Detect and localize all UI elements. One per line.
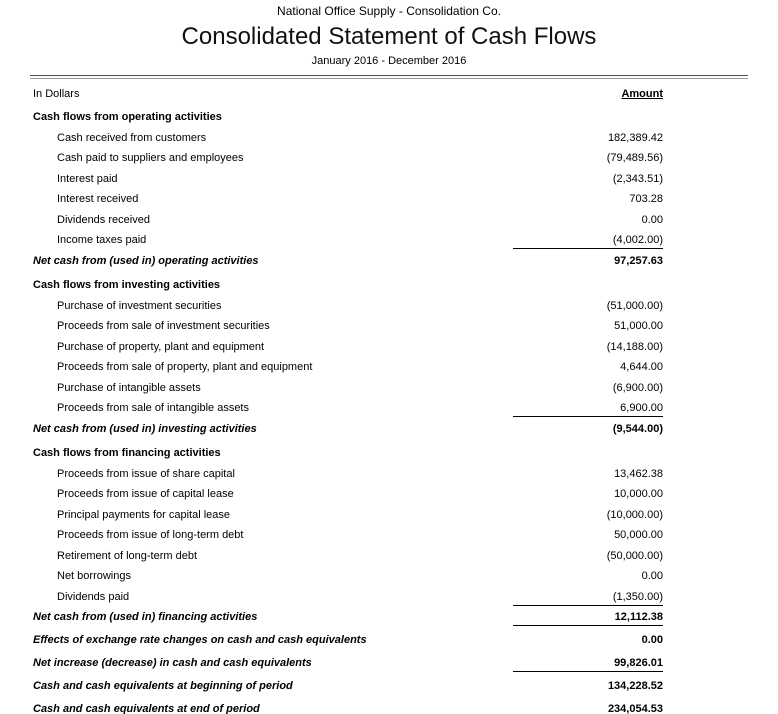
row-label: Cash received from customers	[57, 131, 207, 144]
row-label: Income taxes paid	[57, 234, 147, 247]
row-amount: (14,188.00)	[606, 340, 663, 353]
row-label: Purchase of investment securities	[57, 299, 222, 312]
row-label: Proceeds from sale of property, plant an…	[57, 361, 313, 374]
row-amount: (50,000.00)	[606, 549, 663, 562]
row-label: Interest paid	[57, 172, 118, 185]
company-name: National Office Supply - Consolidation C…	[277, 4, 501, 18]
row-amount: 13,462.38	[614, 467, 663, 480]
row-amount: 97,257.63	[614, 254, 663, 267]
line-item-row: Proceeds from issue of long-term debt 50…	[0, 525, 778, 546]
row-amount: 99,826.01	[513, 657, 663, 673]
row-label: Net increase (decrease) in cash and cash…	[33, 657, 312, 670]
row-amount: 0.00	[641, 634, 663, 647]
line-item-row: Proceeds from sale of investment securit…	[0, 316, 778, 337]
line-item-row: Interest received 703.28	[0, 189, 778, 210]
row-label: Interest received	[57, 193, 139, 206]
summary-row: Cash and cash equivalents at end of peri…	[0, 699, 778, 714]
row-amount: 0.00	[641, 570, 663, 583]
report-title: Consolidated Statement of Cash Flows	[181, 23, 597, 50]
summary-row: Net increase (decrease) in cash and cash…	[0, 653, 778, 674]
total-row: Net cash from (used in) financing activi…	[0, 607, 778, 628]
row-amount: 134,228.52	[607, 680, 663, 693]
line-item-row: Dividends paid (1,350.00)	[0, 587, 778, 608]
line-item-row: Proceeds from sale of intangible assets …	[0, 398, 778, 419]
row-label: Purchase of intangible assets	[57, 381, 201, 394]
line-item-row: Net borrowings 0.00	[0, 566, 778, 587]
row-amount: (2,343.51)	[612, 172, 663, 185]
line-item-row: Proceeds from issue of capital lease 10,…	[0, 484, 778, 505]
row-label: Retirement of long-term debt	[57, 549, 198, 562]
line-item-row: Principal payments for capital lease (10…	[0, 505, 778, 526]
row-amount: 0.00	[641, 213, 663, 226]
total-row: Net cash from (used in) operating activi…	[0, 251, 778, 272]
line-item-row: Interest paid (2,343.51)	[0, 169, 778, 190]
summary-row: Effects of exchange rate changes on cash…	[0, 630, 778, 651]
row-amount: (51,000.00)	[606, 299, 663, 312]
row-amount: (6,900.00)	[612, 381, 663, 394]
row-label: Cash paid to suppliers and employees	[57, 152, 244, 165]
row-label: Cash and cash equivalents at beginning o…	[33, 680, 293, 693]
column-header-row: In Dollars Amount	[0, 84, 778, 103]
row-amount: 10,000.00	[614, 488, 663, 501]
line-item-row: Proceeds from issue of share capital 13,…	[0, 464, 778, 485]
row-amount: 703.28	[629, 193, 663, 206]
column-header-amount: Amount	[621, 87, 663, 100]
line-item-row: Purchase of intangible assets (6,900.00)	[0, 378, 778, 399]
row-label: Dividends received	[57, 213, 150, 226]
row-amount: 50,000.00	[614, 529, 663, 542]
row-amount: (1,350.00)	[513, 591, 663, 606]
row-label: Proceeds from sale of intangible assets	[57, 402, 249, 415]
row-label: Proceeds from issue of capital lease	[57, 488, 234, 501]
row-label: Cash flows from operating activities	[33, 111, 222, 124]
section-header-row: Cash flows from operating activities	[0, 107, 778, 128]
row-amount: 4,644.00	[620, 361, 663, 374]
row-label: Net cash from (used in) operating activi…	[33, 254, 259, 267]
row-amount: (9,544.00)	[612, 422, 663, 435]
row-amount: 12,112.38	[513, 611, 663, 627]
header-divider	[30, 75, 748, 79]
row-amount: (4,002.00)	[513, 234, 663, 250]
row-label: Net cash from (used in) financing activi…	[33, 611, 258, 624]
row-amount: 182,389.42	[607, 131, 663, 144]
section-header-row: Cash flows from financing activities	[0, 443, 778, 464]
row-label: Principal payments for capital lease	[57, 508, 231, 521]
row-label: Net cash from (used in) investing activi…	[33, 422, 257, 435]
row-amount: (79,489.56)	[606, 152, 663, 165]
row-amount: (10,000.00)	[606, 508, 663, 521]
row-label: Cash flows from investing activities	[33, 279, 221, 292]
row-label: Purchase of property, plant and equipmen…	[57, 340, 265, 353]
row-amount: 6,900.00	[513, 402, 663, 418]
section-header-row: Cash flows from investing activities	[0, 275, 778, 296]
row-label: Proceeds from issue of share capital	[57, 467, 235, 480]
line-item-row: Cash received from customers 182,389.42	[0, 128, 778, 149]
row-label: Dividends paid	[57, 590, 130, 603]
row-label: Effects of exchange rate changes on cash…	[33, 634, 367, 647]
row-amount: 51,000.00	[614, 320, 663, 333]
line-item-row: Proceeds from sale of property, plant an…	[0, 357, 778, 378]
row-label: Cash and cash equivalents at end of peri…	[33, 703, 260, 714]
row-amount: 234,054.53	[513, 703, 663, 714]
column-header-in-dollars: In Dollars	[33, 87, 80, 100]
total-row: Net cash from (used in) investing activi…	[0, 419, 778, 440]
line-item-row: Retirement of long-term debt (50,000.00)	[0, 546, 778, 567]
summary-row: Cash and cash equivalents at beginning o…	[0, 676, 778, 697]
line-item-row: Income taxes paid (4,002.00)	[0, 230, 778, 251]
row-label: Proceeds from sale of investment securit…	[57, 320, 270, 333]
report-period: January 2016 - December 2016	[311, 55, 467, 67]
line-item-row: Purchase of investment securities (51,00…	[0, 296, 778, 317]
row-label: Proceeds from issue of long-term debt	[57, 529, 244, 542]
line-item-row: Cash paid to suppliers and employees (79…	[0, 148, 778, 169]
line-item-row: Dividends received 0.00	[0, 210, 778, 231]
row-label: Net borrowings	[57, 570, 131, 583]
row-label: Cash flows from financing activities	[33, 447, 221, 460]
line-item-row: Purchase of property, plant and equipmen…	[0, 337, 778, 358]
